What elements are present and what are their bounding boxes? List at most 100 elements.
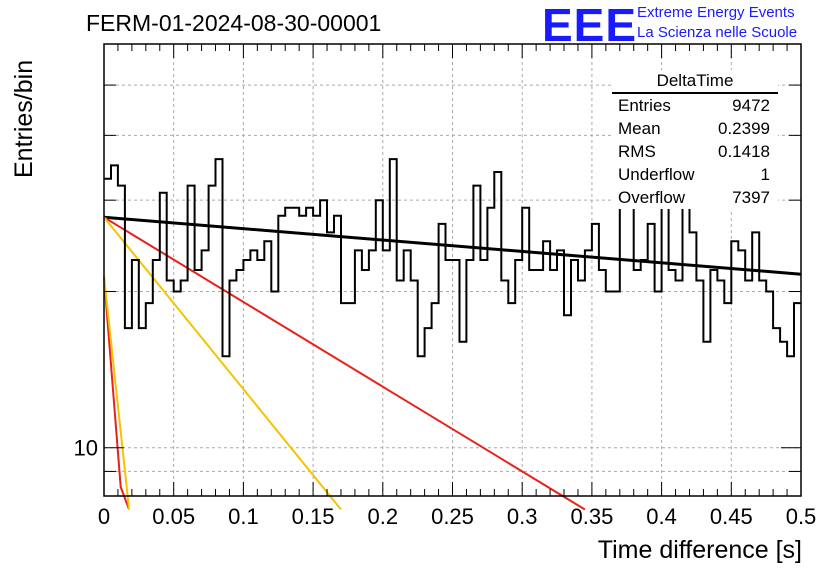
histogram-bin xyxy=(160,193,167,496)
histogram-bin xyxy=(118,186,125,496)
histogram-bin xyxy=(369,250,376,496)
histogram-bin xyxy=(383,250,390,496)
histogram-bin xyxy=(250,250,257,496)
histogram-bin xyxy=(508,303,515,496)
histogram-bin xyxy=(571,260,578,496)
histogram-bin xyxy=(620,200,627,496)
x-axis-label: Time difference [s] xyxy=(598,536,802,564)
x-tick-label: 0.3 xyxy=(507,504,538,529)
histogram-bin xyxy=(543,241,550,496)
histogram-bin xyxy=(390,159,397,496)
histogram-bin xyxy=(320,200,327,496)
stats-row-overflow: Overflow 7397 xyxy=(612,186,778,209)
stats-box: DeltaTime Entries 9472 Mean 0.2399 RMS 0.1418… xyxy=(612,70,778,209)
histogram-bin xyxy=(299,216,306,496)
histogram-bin xyxy=(334,216,341,496)
histogram-bin xyxy=(195,270,202,496)
histogram-bin xyxy=(376,200,383,496)
y-axis-label: Entries/bin xyxy=(10,60,38,178)
fit-curve-component-2 xyxy=(103,216,342,511)
axes: 0 0.05 0.1 0.15 0.2 0.25 0.3 0.35 0.4 0.45 0.5 10 xyxy=(74,43,816,529)
histogram-bin xyxy=(341,303,348,496)
histogram-bin xyxy=(794,303,801,496)
histogram-bin xyxy=(355,250,362,496)
histogram-bin xyxy=(780,342,787,496)
histogram-bin xyxy=(466,260,473,496)
histogram-bin xyxy=(703,342,710,496)
stats-value: 0.1418 xyxy=(718,142,770,161)
logo-line-1: Extreme Energy Events xyxy=(637,4,795,21)
stats-row-mean: Mean 0.2399 xyxy=(612,117,778,140)
histogram-bin xyxy=(146,303,153,496)
histogram-bin xyxy=(236,270,243,496)
histogram-bin xyxy=(759,281,766,496)
stats-value: 0.2399 xyxy=(718,119,770,138)
histogram-bin xyxy=(306,208,313,496)
histogram-bin xyxy=(522,208,529,496)
histogram-bin xyxy=(696,281,703,496)
x-tick-label: 0.1 xyxy=(228,504,259,529)
histogram-bin xyxy=(745,281,752,496)
histogram-bin xyxy=(536,270,543,496)
stats-row-entries: Entries 9472 xyxy=(612,94,778,117)
histogram-bin xyxy=(446,260,453,496)
histogram-bin xyxy=(564,315,571,496)
histogram-bin xyxy=(648,224,655,496)
histogram-bin xyxy=(787,356,794,496)
histogram-bin xyxy=(487,208,494,496)
histogram-bin xyxy=(606,292,613,496)
histogram-bin xyxy=(285,208,292,496)
histogram-bin xyxy=(264,241,271,496)
histogram-bin xyxy=(731,241,738,496)
grid xyxy=(104,44,801,496)
histogram-bin xyxy=(181,281,188,496)
histogram-bin xyxy=(689,232,696,496)
x-tick-label: 0.2 xyxy=(368,504,399,529)
histogram-bin xyxy=(717,281,724,496)
histogram-bin xyxy=(752,232,759,496)
run-title: FERM-01-2024-08-30-00001 xyxy=(86,10,382,36)
histogram-bin xyxy=(432,303,439,496)
histogram-bin xyxy=(313,216,320,496)
histogram-bin xyxy=(641,260,648,496)
histogram-bin xyxy=(655,292,662,496)
stats-row-underflow: Underflow 1 xyxy=(612,163,778,186)
histogram-bin xyxy=(188,186,195,496)
histogram-bin xyxy=(411,281,418,496)
histogram-bin xyxy=(578,281,585,496)
histogram-bin xyxy=(222,356,229,496)
histogram-bin xyxy=(278,216,285,496)
histogram-bin xyxy=(111,165,118,496)
y-tick-label: 10 xyxy=(74,436,98,461)
histogram-bin xyxy=(362,270,369,496)
stats-label: Overflow xyxy=(618,188,686,207)
histogram-bin xyxy=(125,328,132,496)
stats-title: DeltaTime xyxy=(612,70,778,94)
histogram-bin xyxy=(550,270,557,496)
histogram-bin xyxy=(599,270,606,496)
histogram-bin xyxy=(634,270,641,496)
histogram-bin xyxy=(216,159,223,496)
histogram-bin xyxy=(515,260,522,496)
logo-line-2: La Scienza nelle Scuole xyxy=(637,24,798,41)
histogram-bin xyxy=(167,281,174,496)
histogram-bin xyxy=(529,270,536,496)
histogram-bin xyxy=(202,250,209,496)
stats-value: 7397 xyxy=(732,188,770,207)
histogram-bin xyxy=(243,260,250,496)
histogram-bin xyxy=(404,250,411,496)
x-tick-label: 0.4 xyxy=(646,504,677,529)
x-tick-label: 0.45 xyxy=(710,504,753,529)
histogram-bin xyxy=(132,260,139,496)
histogram-bin xyxy=(425,328,432,496)
histogram-bin xyxy=(209,186,216,496)
histogram-bin xyxy=(257,260,264,496)
histogram-bin xyxy=(557,250,564,496)
fit-curve-component-3 xyxy=(103,276,131,510)
stats-label: Mean xyxy=(618,119,661,138)
histogram-bin xyxy=(773,328,780,496)
histogram-bin xyxy=(473,186,480,496)
x-tick-label: 0.15 xyxy=(292,504,335,529)
histogram-bin xyxy=(459,342,466,496)
